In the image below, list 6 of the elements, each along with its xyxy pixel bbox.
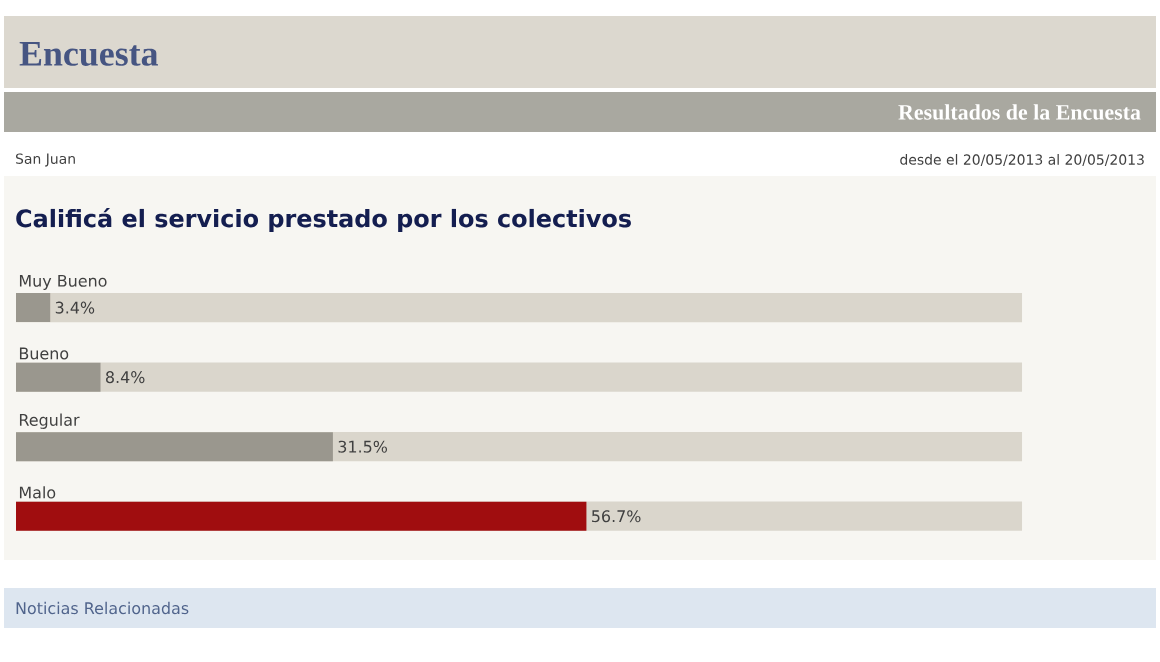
bar xyxy=(16,432,333,462)
text: Resultados de la Encuesta xyxy=(898,104,1141,120)
bar xyxy=(16,293,51,323)
chart-title: Calificá el servicio prestado por los colectivos xyxy=(16,207,631,233)
text: Encuesta xyxy=(19,42,158,66)
bar xyxy=(16,362,101,392)
